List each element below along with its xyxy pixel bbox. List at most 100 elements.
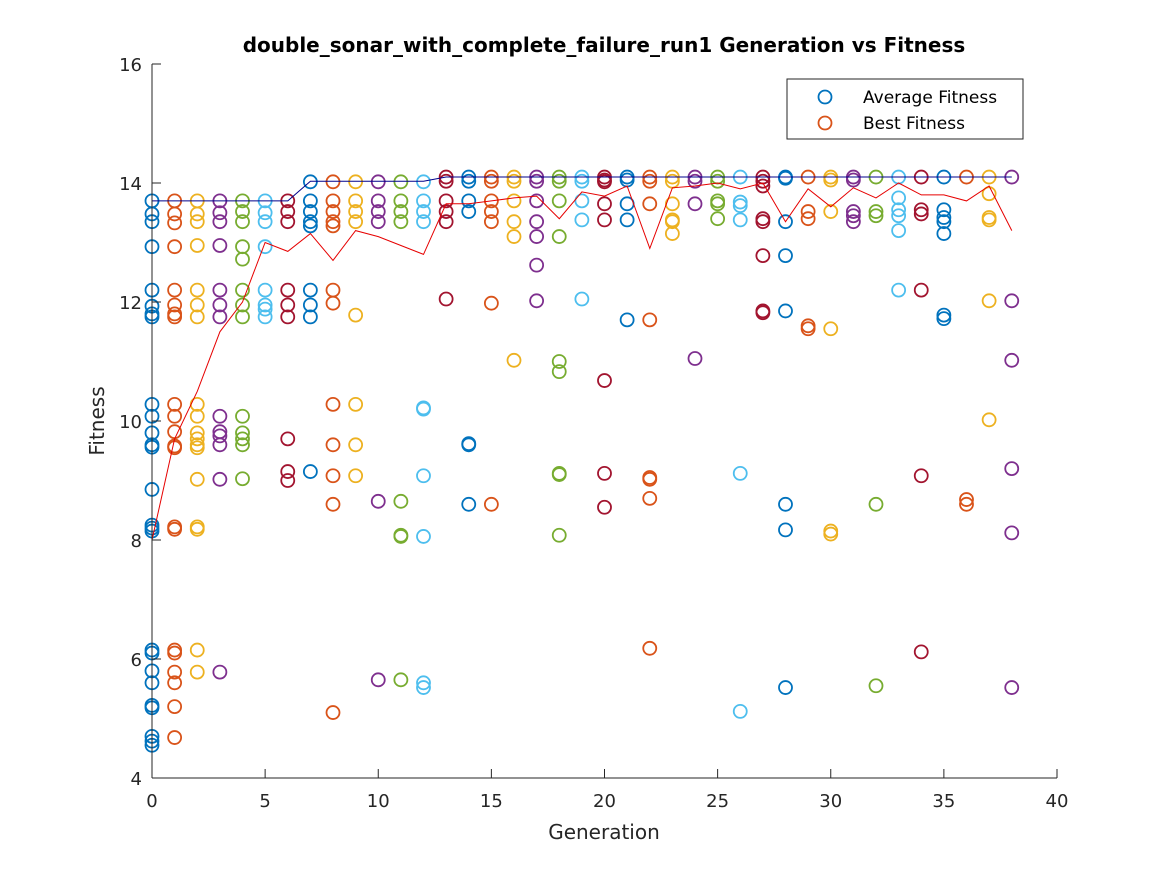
fitness-marker	[348, 204, 364, 219]
fitness-marker	[732, 212, 748, 228]
legend: Average Fitness Best Fitness	[786, 78, 1024, 140]
fitness-marker	[325, 437, 341, 453]
fitness-marker	[348, 468, 364, 484]
legend-marker	[817, 89, 833, 105]
fitness-marker	[461, 204, 477, 219]
fitness-marker	[167, 396, 183, 412]
fitness-marker	[710, 211, 726, 227]
fitness-marker	[574, 212, 590, 228]
fitness-marker	[755, 173, 771, 189]
fitness-marker	[235, 425, 250, 441]
fitness-marker	[167, 521, 183, 537]
fitness-marker	[981, 293, 997, 309]
fitness-marker	[438, 173, 454, 189]
fitness-marker	[438, 193, 454, 209]
fitness-marker	[483, 496, 499, 512]
fitness-marker	[868, 208, 884, 224]
fitness-marker	[280, 282, 296, 298]
fitness-marker	[302, 193, 318, 209]
fitness-marker	[189, 440, 205, 456]
fitness-marker	[280, 464, 296, 479]
fitness-marker	[325, 218, 341, 234]
fitness-marker	[280, 297, 296, 313]
fitness-marker	[687, 196, 703, 212]
fitness-marker	[325, 295, 341, 311]
fitness-marker	[891, 282, 907, 298]
fitness-marker	[755, 248, 771, 263]
fitness-marker	[189, 238, 205, 253]
fitness-marker	[483, 204, 499, 219]
fitness-marker	[416, 174, 431, 190]
fitness-marker	[823, 172, 839, 188]
y-tick-label: 14	[119, 174, 142, 195]
fitness-marker	[167, 239, 183, 255]
fitness-marker	[325, 396, 341, 412]
fitness-marker	[1004, 461, 1020, 477]
fitness-marker	[370, 204, 386, 219]
fitness-marker	[642, 490, 658, 506]
fitness-marker	[257, 239, 273, 255]
fitness-marker	[823, 204, 839, 219]
fitness-marker	[778, 170, 793, 186]
fitness-marker	[506, 193, 522, 209]
fitness-marker	[483, 214, 499, 230]
fitness-marker	[868, 204, 884, 219]
fitness-marker	[302, 464, 318, 479]
fitness-marker	[235, 297, 250, 313]
fitness-marker	[959, 492, 974, 507]
fitness-marker	[302, 309, 318, 325]
fitness-marker	[461, 193, 477, 209]
fitness-marker	[845, 204, 861, 219]
legend-label: Best Fitness	[863, 114, 965, 134]
fitness-marker	[212, 408, 228, 424]
fitness-marker	[823, 526, 839, 542]
y-tick-label: 10	[119, 412, 142, 433]
fitness-marker	[845, 208, 861, 224]
fitness-marker	[302, 214, 318, 230]
fitness-marker	[913, 202, 929, 218]
fitness-marker	[551, 229, 567, 244]
fitness-marker	[551, 193, 567, 209]
fitness-marker	[461, 173, 477, 189]
fitness-marker	[167, 664, 183, 680]
fitness-marker	[687, 173, 703, 189]
fitness-marker	[370, 672, 386, 688]
fitness-marker	[393, 174, 409, 190]
fitness-marker	[664, 214, 680, 230]
fitness-marker	[235, 214, 250, 230]
fitness-marker	[800, 211, 816, 227]
fitness-marker	[167, 645, 183, 661]
fitness-marker	[642, 312, 658, 328]
fitness-marker	[280, 473, 296, 488]
fitness-marker	[189, 431, 205, 447]
legend-marker	[817, 115, 833, 131]
fitness-marker	[529, 257, 545, 273]
fitness-marker	[416, 214, 431, 230]
fitness-marker	[189, 206, 205, 222]
fitness-marker	[823, 321, 839, 337]
fitness-marker	[325, 193, 341, 209]
fitness-marker	[416, 675, 431, 691]
fitness-marker	[461, 436, 477, 452]
fitness-marker	[778, 496, 793, 512]
fitness-marker	[959, 496, 974, 512]
fitness-marker	[597, 373, 612, 388]
fitness-marker	[348, 307, 364, 323]
fitness-marker	[551, 354, 567, 369]
y-tick-label: 8	[131, 531, 142, 552]
fitness-marker	[710, 173, 726, 189]
fitness-marker	[1004, 525, 1020, 541]
fitness-marker	[755, 214, 771, 230]
x-tick-label: 0	[146, 791, 157, 812]
fitness-marker	[257, 282, 273, 298]
fitness-marker	[529, 229, 545, 244]
fitness-marker	[302, 297, 318, 313]
fitness-marker	[732, 194, 748, 210]
fitness-marker	[348, 174, 364, 190]
legend-label: Average Fitness	[863, 88, 997, 108]
fitness-marker	[664, 196, 680, 212]
fitness-marker	[461, 496, 477, 512]
fitness-marker	[1004, 352, 1020, 368]
fitness-marker	[189, 214, 205, 230]
